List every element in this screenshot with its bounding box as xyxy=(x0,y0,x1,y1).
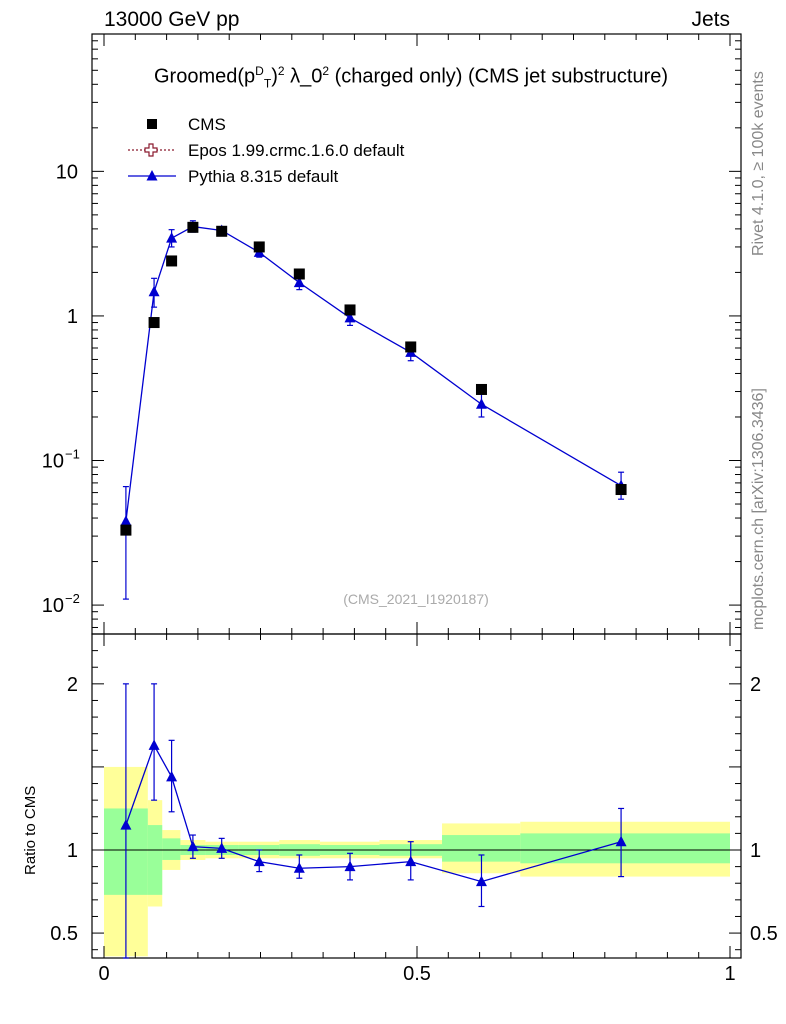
ratio-pythia-point-4 xyxy=(216,842,228,853)
main-y-tick-label-1: 1 xyxy=(67,306,78,328)
ratio-pythia-series xyxy=(120,683,627,959)
ratio-pythia-point-1 xyxy=(148,739,160,750)
ratio-y-tick-label-right-1: 1 xyxy=(750,840,761,862)
header-collision-label: 13000 GeV pp xyxy=(104,8,240,31)
x-tick-label-2: 1 xyxy=(724,963,735,985)
ratio-y-tick-label-left-2: 0.5 xyxy=(50,923,78,945)
title-suffix: (charged only) (CMS jet substructure) xyxy=(329,65,669,88)
cms-point-4 xyxy=(216,225,228,237)
ratio-panel-frame xyxy=(91,633,742,959)
plot-title: Groomed(pDT)2 λ_02 (charged only) (CMS j… xyxy=(154,64,668,91)
title-prefix: Groomed xyxy=(154,65,238,88)
cms-point-5 xyxy=(253,241,265,253)
title-rparen: ) xyxy=(271,65,278,88)
cms-point-8 xyxy=(405,341,417,353)
ratio-pythia-point-9 xyxy=(475,875,487,887)
ratio-pythia-point-8 xyxy=(405,855,417,867)
ratio-pythia-point-5 xyxy=(253,855,265,867)
cms-point-7 xyxy=(344,304,356,316)
x-tick-label-1: 0.5 xyxy=(403,963,431,985)
ratio-y-tick-label-right-0: 2 xyxy=(750,674,761,696)
legend: CMS Epos 1.99.crmc.1.6.0 default Pythia 8.… xyxy=(128,115,405,186)
ratio-pythia-point-10 xyxy=(615,835,627,847)
cms-point-9 xyxy=(475,383,487,395)
legend-label-epos: Epos 1.99.crmc.1.6.0 default xyxy=(188,141,405,160)
analysis-watermark: (CMS_2021_I1920187) xyxy=(343,591,489,607)
pythia-line xyxy=(125,225,622,522)
cms-point-10 xyxy=(615,484,627,496)
main-y-tick-label-0: 10 xyxy=(56,161,78,183)
pythia-series xyxy=(120,220,627,600)
pythia-point-1 xyxy=(148,285,160,297)
main-y-tick-label-2: 10 xyxy=(42,451,64,473)
cms-point-3 xyxy=(187,221,199,233)
ratio-pythia-point-2 xyxy=(166,770,178,782)
ratio-bands xyxy=(104,766,730,957)
title-lambda: λ_0 xyxy=(284,65,323,88)
cms-point-6 xyxy=(293,268,305,280)
cms-series xyxy=(120,221,627,536)
ratio-pythia-point-0 xyxy=(120,819,132,830)
title-sup-d: D xyxy=(255,64,264,78)
title-sup-2b: 2 xyxy=(322,64,330,78)
main-y-tick-exp-2: −1 xyxy=(65,447,80,462)
band-green-2 xyxy=(162,838,181,860)
main-y-tick-label-3: 10 xyxy=(42,595,64,617)
x-tick-label-0: 0 xyxy=(98,963,109,985)
legend-pythia-marker xyxy=(146,170,158,181)
legend-epos-marker xyxy=(144,143,158,157)
pythia-point-7 xyxy=(344,311,356,323)
pythia-point-6 xyxy=(293,276,305,288)
legend-label-cms: CMS xyxy=(188,115,226,134)
ratio-y-tick-label-left-0: 2 xyxy=(67,674,78,696)
band-green-1 xyxy=(147,825,163,895)
main-y-tick-exp-3: −2 xyxy=(65,591,80,606)
title-sup-2a: 2 xyxy=(277,64,285,78)
title-lparen: (p xyxy=(237,65,256,88)
pythia-point-2 xyxy=(166,232,178,243)
cms-point-1 xyxy=(148,317,160,329)
title-sub-t: T xyxy=(263,76,272,91)
ratio-y-tick-label-right-2: 0.5 xyxy=(750,923,778,945)
cms-point-2 xyxy=(166,255,178,267)
ratio-pythia-point-6 xyxy=(293,862,305,873)
pythia-point-0 xyxy=(120,515,132,526)
legend-label-pythia: Pythia 8.315 default xyxy=(188,167,339,186)
band-green-10 xyxy=(520,833,730,864)
cms-point-0 xyxy=(120,524,132,536)
header-analysis-label: Jets xyxy=(691,8,730,31)
pythia-point-9 xyxy=(475,398,487,409)
axis-ticks xyxy=(92,34,741,958)
legend-cms-marker xyxy=(147,119,157,129)
ratio-y-tick-label-left-1: 1 xyxy=(67,840,78,862)
ratio-pythia-point-7 xyxy=(344,860,356,872)
ratio-pythia-point-3 xyxy=(187,840,199,852)
